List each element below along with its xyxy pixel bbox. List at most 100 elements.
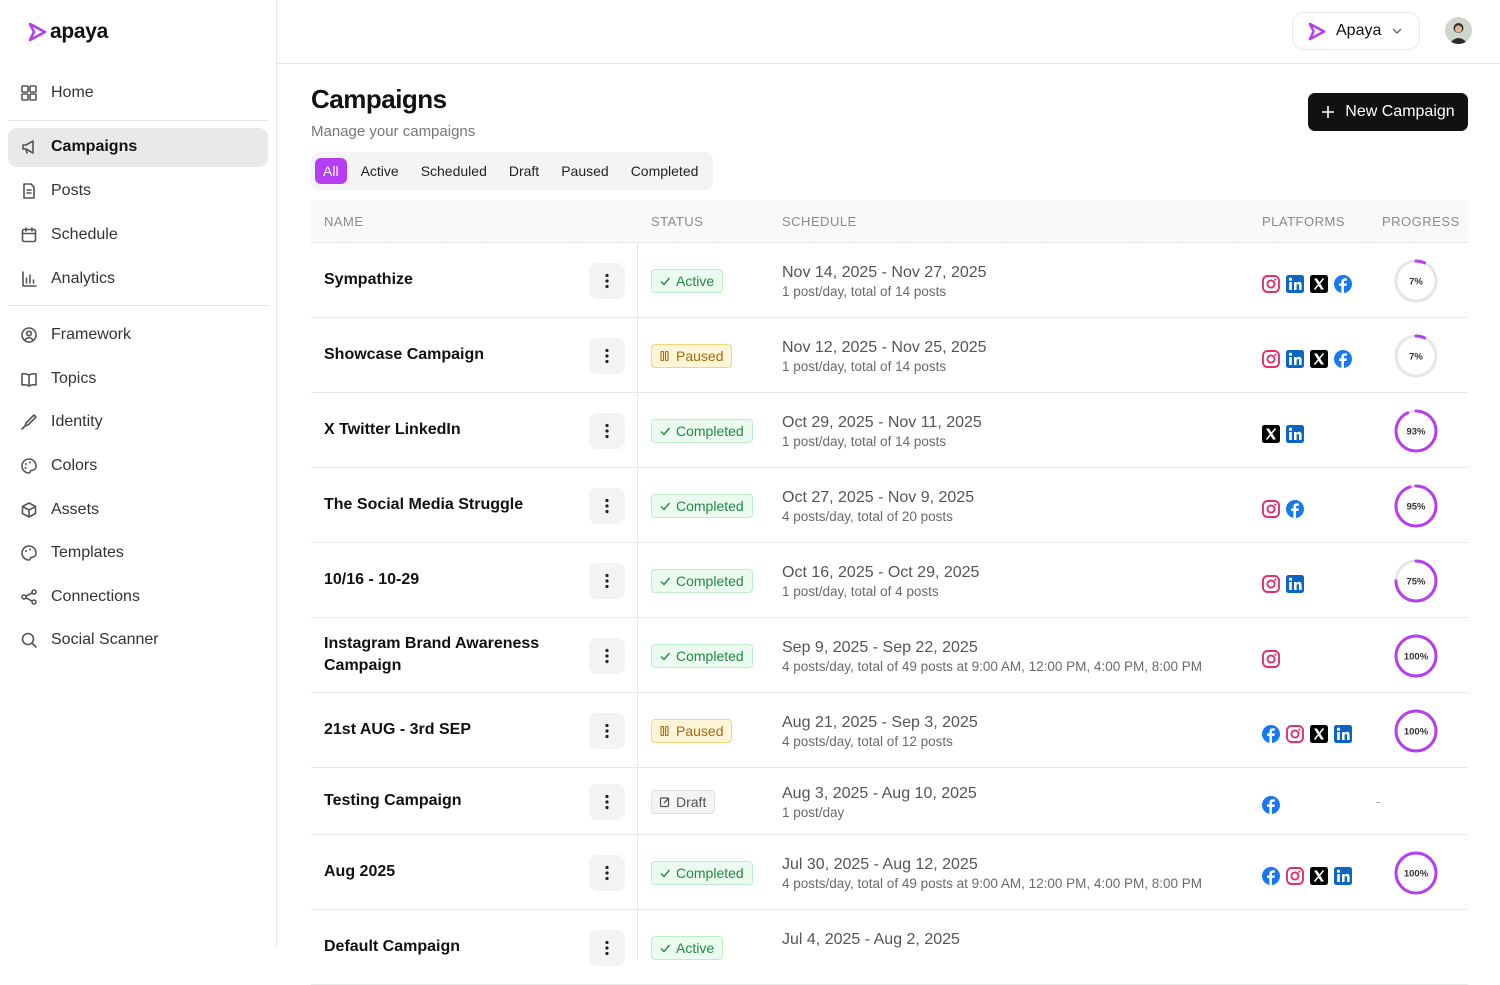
tab[interactable]: Paused [561,163,609,179]
kebab-icon [605,865,609,881]
icon-part [1337,731,1340,740]
nav-item[interactable]: Topics [8,357,268,401]
schedule-dates: Oct 16, 2025 - Oct 29, 2025 [782,564,980,581]
sidebar: apaya Home Campaigns Posts Schedule Analytic… [0,0,277,947]
row-menu-button[interactable] [589,563,625,599]
icon-part [21,633,35,646]
campaign-row[interactable]: Instagram Brand Awareness Campaign Comple… [311,618,1468,693]
icon-part [1313,352,1325,365]
campaign-row[interactable]: 10/16 - 10-29 Completed Oct 16, 2025 - Oct… [311,543,1468,618]
icon-part [25,550,27,553]
icon-part [1266,503,1276,514]
campaign-row[interactable]: Aug 2025 Completed Jul 30, 2025 - Aug 12, … [311,835,1468,910]
icon-part [1298,870,1301,873]
icon-part [660,502,671,511]
row-menu-button[interactable] [589,338,625,374]
platforms [1261,393,1305,467]
nav-icon [21,327,37,343]
nav-item[interactable]: Campaigns [8,127,268,167]
tab[interactable]: Active [360,163,399,179]
row-menu-button[interactable] [589,638,625,674]
icon-part [659,797,670,808]
status-label: Active [676,273,715,289]
tab[interactable]: Draft [508,163,540,179]
campaign-row[interactable]: Testing Campaign Draft Aug 3, 2025 - Aug 1… [311,768,1468,835]
status-label: Paused [676,348,724,364]
schedule: Aug 3, 2025 - Aug 10, 2025 1 post/day [782,784,977,820]
nav-item[interactable]: Connections [8,575,268,619]
platform-icon [1262,499,1280,518]
schedule: Nov 12, 2025 - Nov 25, 2025 1 post/day, t… [782,338,987,374]
row-menu-button[interactable] [589,784,625,820]
nav-item[interactable]: Templates [8,531,268,575]
campaign-row[interactable]: Showcase Campaign Paused Nov 12, 2025 - No… [311,318,1468,393]
campaign-row[interactable]: The Social Media Struggle Completed Oct 27… [311,468,1468,543]
page-subtitle: Manage your campaigns [311,123,476,140]
progress-label: 75% [1406,577,1426,588]
nav-item[interactable]: Colors [8,444,268,488]
schedule-dates: Nov 14, 2025 - Nov 27, 2025 [782,264,987,281]
row-menu-button[interactable] [589,413,625,449]
status-label: Completed [676,573,744,589]
progress-label: 100% [1404,869,1429,880]
row-menu-button[interactable] [589,713,625,749]
icon-part [22,270,37,287]
status-icon [660,725,669,737]
schedule: Sep 9, 2025 - Sep 22, 2025 4 posts/day, t… [782,638,1202,674]
campaign-row[interactable]: 21st AUG - 3rd SEP Paused Aug 21, 2025 - S… [311,693,1468,768]
tab[interactable]: All [315,158,347,184]
nav-label: Campaigns [51,138,138,156]
icon-part [1339,277,1347,293]
nav-label: Posts [51,182,92,200]
icon-part [605,359,609,364]
row-menu-button[interactable] [589,930,625,966]
nav-item[interactable]: Identity [8,401,268,445]
campaign-row[interactable]: Default Campaign Active Jul 4, 2025 - Aug … [311,910,1468,985]
nav-item[interactable]: Social Scanner [8,619,268,663]
nav-item[interactable]: Analytics [8,257,268,301]
progress: 100% [1393,708,1439,759]
brand: apaya [50,20,109,43]
table-body: Sympathize Active Nov 14, 2025 - Nov 27, 2… [311,243,1468,985]
status-label: Paused [676,723,724,739]
icon-part [1313,727,1325,740]
icon-part [660,725,665,737]
nav-item[interactable]: Assets [8,488,268,532]
nav-item[interactable]: Framework [8,313,268,357]
top-bar: Apaya [277,0,1500,64]
nav-item[interactable]: Posts [8,170,268,214]
tab[interactable]: Scheduled [420,163,487,179]
icon-part [1266,278,1276,289]
icon-part [660,869,671,878]
campaign-row[interactable]: Sympathize Active Nov 14, 2025 - Nov 27, 2… [311,243,1468,318]
schedule: Aug 21, 2025 - Sep 3, 2025 4 posts/day, t… [782,713,978,749]
status-badge: Paused [651,344,733,368]
logo[interactable]: apaya [27,18,108,46]
icon-part [1266,653,1276,664]
progress: 100% [1393,850,1439,901]
new-campaign-button[interactable]: New Campaign [1308,93,1468,131]
nav-label: Home [51,83,94,101]
row-menu-button[interactable] [589,855,625,891]
icon-part [1262,349,1280,368]
status-label: Completed [676,865,744,881]
icon-part [605,504,609,508]
icon-part [605,659,609,664]
tab[interactable]: Completed [630,163,699,179]
nav-item[interactable]: Schedule [8,213,268,257]
schedule: Oct 27, 2025 - Nov 9, 2025 4 posts/day, t… [782,488,974,524]
row-menu-button[interactable] [589,263,625,299]
workspace-switcher[interactable]: Apaya [1292,12,1420,50]
row-menu-button[interactable] [589,488,625,524]
platforms [1261,835,1353,909]
icon-part [25,330,33,337]
nav-item[interactable]: Home [8,71,268,115]
icon-part [1266,353,1276,364]
button-label: New Campaign [1345,103,1455,120]
status-icon [660,427,671,436]
campaign-row[interactable]: X Twitter LinkedIn Completed Oct 29, 2025 … [311,393,1468,468]
schedule-details: 1 post/day, total of 14 posts [782,359,947,374]
schedule-dates: Oct 29, 2025 - Nov 11, 2025 [782,414,982,431]
avatar[interactable] [1445,17,1472,44]
